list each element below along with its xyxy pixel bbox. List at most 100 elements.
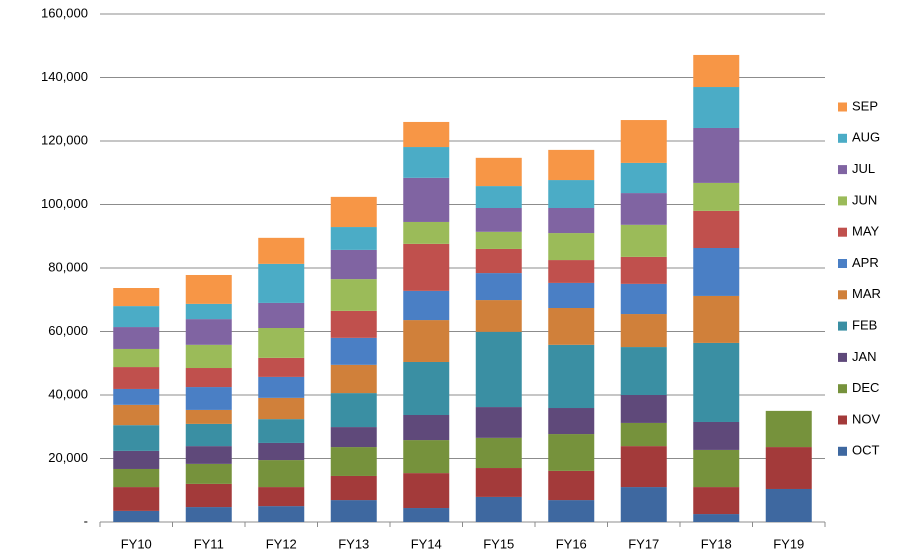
x-tick-label: FY14 [411, 536, 442, 551]
bar-segment [258, 506, 305, 522]
bar-segment [620, 314, 667, 348]
bar-segment [185, 387, 232, 410]
legend-label: OCT [852, 443, 880, 458]
x-tick-label: FY17 [628, 536, 659, 551]
y-tick-label: 60,000 [48, 323, 88, 338]
bar-segment [620, 224, 667, 257]
bar-segment [330, 475, 377, 501]
bar-segment [693, 210, 740, 248]
bar-segment [620, 162, 667, 194]
bar-segment [113, 404, 160, 426]
bar-segment [185, 423, 232, 447]
bar-segment [475, 186, 522, 208]
legend-swatch [838, 259, 847, 268]
bar-segment [330, 196, 377, 228]
bar-segment [693, 449, 740, 488]
bar-segment [113, 450, 160, 469]
bar-segment [475, 496, 522, 522]
bar-segment [548, 207, 595, 234]
x-tick-label: FY13 [338, 536, 369, 551]
legend-swatch [838, 102, 847, 112]
y-tick-label: 80,000 [48, 259, 88, 274]
bar-segment [185, 483, 232, 508]
bar-segment [620, 347, 667, 395]
legend-label: JUL [852, 161, 875, 176]
bar-segment [258, 302, 305, 329]
bar-segment [403, 221, 450, 244]
bar-segment [113, 388, 160, 405]
y-tick-label: 140,000 [41, 69, 88, 84]
legend-swatch [838, 290, 847, 300]
legend-label: FEB [852, 318, 877, 333]
bar-segment [330, 279, 377, 311]
bar-segment [113, 468, 160, 488]
bar-segment [620, 256, 667, 284]
bar-segment [258, 237, 305, 264]
bar-segment [620, 446, 667, 488]
bar-segment [258, 376, 305, 398]
y-tick-label: 100,000 [41, 196, 88, 211]
bar-segment [185, 446, 232, 464]
bar-segment [185, 319, 232, 345]
bar-segment [548, 308, 595, 345]
x-tick-label: FY16 [556, 536, 587, 551]
y-tick-label: 120,000 [41, 132, 88, 147]
bar-segment [548, 260, 595, 283]
bar-segment [765, 447, 812, 489]
bar-segment [113, 288, 160, 307]
bar-segment [258, 397, 305, 420]
bar-segment [620, 487, 667, 522]
bar-segment [548, 470, 595, 501]
y-tick-label: 20,000 [48, 450, 88, 465]
legend-label: MAY [852, 224, 880, 239]
bar-segment [693, 421, 740, 450]
bar-segment [475, 231, 522, 249]
bar-segment [620, 283, 667, 315]
bar-segment [693, 295, 740, 343]
bar-segment [330, 249, 377, 280]
bar-segment [330, 393, 377, 428]
bar-segment [403, 361, 450, 416]
bar-segment [548, 434, 595, 471]
legend-label: JUN [852, 192, 877, 207]
bar-segment [475, 407, 522, 438]
bar-segment [258, 487, 305, 507]
bar-segment [185, 463, 232, 484]
legend-swatch [838, 196, 847, 206]
bar-segment [185, 344, 232, 369]
bar-segment [258, 357, 305, 377]
bar-segment [620, 395, 667, 423]
bar-segment [403, 177, 450, 222]
legend-swatch [838, 352, 847, 362]
bar-segment [693, 54, 740, 88]
bar-segment [113, 367, 160, 389]
bar-segment [113, 348, 160, 368]
y-tick-label: - [84, 513, 88, 528]
bar-segment [258, 328, 305, 358]
legend-label: DEC [852, 380, 879, 395]
bar-segment [113, 487, 160, 511]
bar-segment [693, 87, 740, 128]
legend-swatch [838, 227, 847, 237]
bar-segment [403, 415, 450, 441]
bar-segment [185, 507, 232, 522]
bar-segment [693, 342, 740, 422]
x-tick-label: FY15 [483, 536, 514, 551]
bar-segment [113, 425, 160, 451]
legend-label: NOV [852, 411, 881, 426]
bar-segment [693, 127, 740, 183]
bar-segment [330, 364, 377, 394]
bar-segment [258, 419, 305, 443]
legend-swatch [838, 446, 847, 456]
bar-segment [330, 337, 377, 365]
y-tick-label: 160,000 [41, 5, 88, 20]
bar-segment [403, 121, 450, 148]
bar-segment [620, 422, 667, 447]
bar-segment [403, 147, 450, 178]
bar-segment [330, 227, 377, 250]
bar-segment [693, 487, 740, 515]
bar-segment [113, 510, 160, 522]
y-tick-label: 40,000 [48, 386, 88, 401]
x-tick-label: FY12 [266, 536, 297, 551]
